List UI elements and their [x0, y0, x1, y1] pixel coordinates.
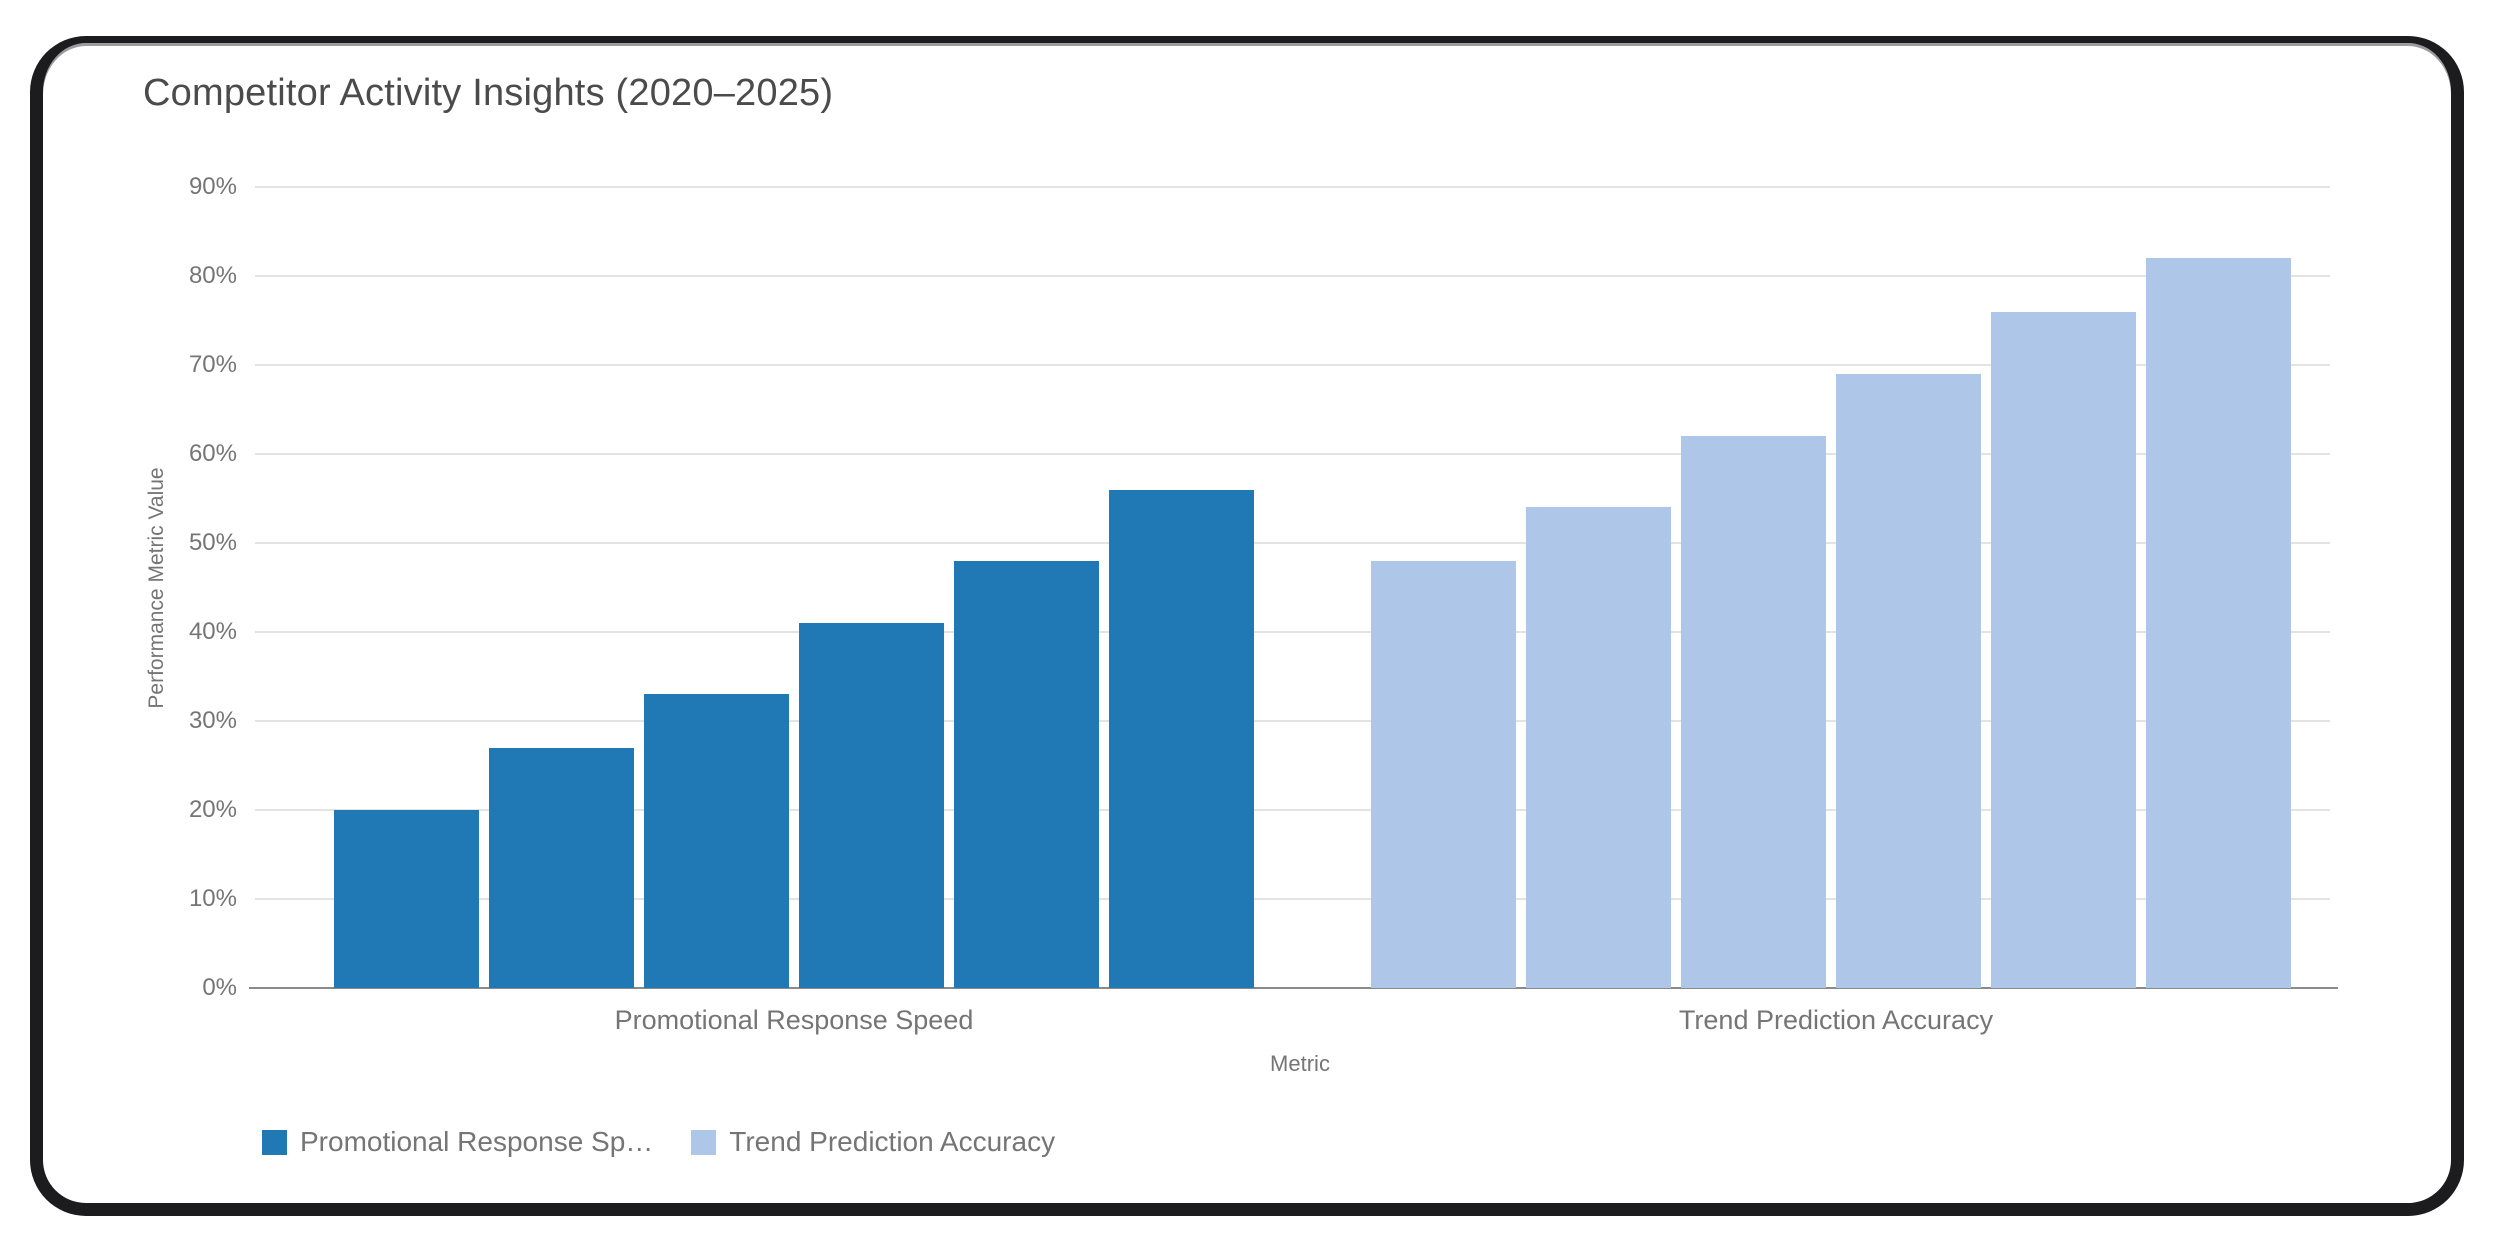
x-axis-title: Metric [1270, 1051, 1330, 1076]
bar-trend-prediction-accuracy-3 [1681, 436, 1827, 988]
legend-label: Promotional Response Sp… [300, 1126, 654, 1157]
y-tick-label: 30% [188, 707, 237, 734]
gridline [255, 631, 2330, 633]
gridline [255, 364, 2330, 366]
chart-legend: Promotional Response Sp… Trend Predictio… [262, 1126, 1055, 1158]
y-tick-label: 10% [188, 885, 237, 912]
y-tick-label: 80% [188, 262, 237, 289]
y-axis-title: Performance Metric Value [145, 467, 168, 709]
legend-swatch-light-blue [691, 1129, 717, 1155]
x-category-label-promotional-response-speed: Promotional Response Speed [614, 1005, 974, 1035]
bar-trend-prediction-accuracy-4 [1836, 373, 1982, 988]
chart-title: Competitor Activity Insights (2020–2025) [143, 72, 834, 114]
bar-promotional-response-speed-2 [488, 747, 634, 988]
gridline [255, 275, 2330, 277]
gridline [255, 542, 2330, 544]
bar-trend-prediction-accuracy-6 [2146, 258, 2292, 988]
y-tick-label: 40% [188, 618, 237, 645]
y-tick-label: 60% [188, 440, 237, 467]
gridline [255, 720, 2330, 722]
legend-swatch-dark-blue [262, 1129, 287, 1155]
y-tick-label: 50% [188, 529, 237, 556]
x-category-label-trend-prediction-accuracy: Trend Prediction Accuracy [1678, 1005, 1994, 1035]
plot-area: 0% 10% 20% 30% 40% 50% 60% 70% 80% 90% [189, 173, 2338, 1001]
gridline [255, 453, 2330, 455]
bar-trend-prediction-accuracy-1 [1371, 560, 1517, 988]
bar-promotional-response-speed-3 [643, 694, 789, 988]
bar-trend-prediction-accuracy-5 [1991, 311, 2137, 988]
gridline [255, 809, 2330, 811]
bar-promotional-response-speed-6 [1108, 489, 1254, 988]
y-tick-label: 70% [188, 351, 237, 378]
legend-label: Trend Prediction Accuracy [729, 1126, 1056, 1157]
bar-trend-prediction-accuracy-2 [1526, 507, 1672, 988]
legend-item-promotional-response-speed[interactable]: Promotional Response Sp… [262, 1126, 653, 1158]
bar-promotional-response-speed-1 [333, 810, 479, 988]
y-tick-label: 20% [188, 796, 237, 823]
bar-promotional-response-speed-5 [953, 560, 1099, 988]
gridline [255, 186, 2330, 188]
bar-promotional-response-speed-4 [798, 623, 944, 988]
legend-item-trend-prediction-accuracy[interactable]: Trend Prediction Accuracy [691, 1126, 1055, 1158]
y-tick-label: 0% [202, 974, 237, 1001]
gridline [255, 898, 2330, 900]
y-tick-label: 90% [188, 173, 237, 200]
x-axis-line [249, 987, 2338, 989]
